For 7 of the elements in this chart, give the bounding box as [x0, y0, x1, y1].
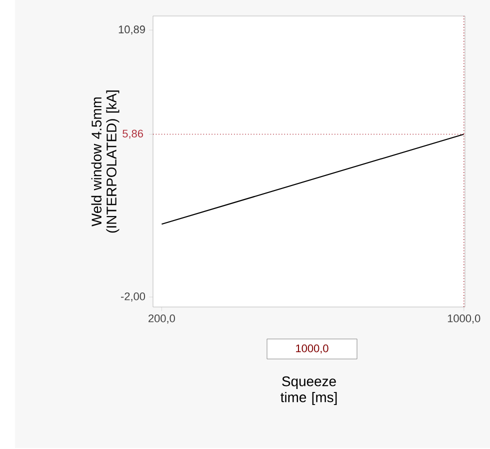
- x-tick-label: 200,0: [148, 314, 175, 324]
- ref-line-label: 5,86: [122, 130, 143, 139]
- y-axis-title: Weld window 4.5mm (INTERPOLATED) [kA]: [91, 90, 120, 233]
- y-tick-label: 10,89: [118, 26, 145, 35]
- x-axis-title: Squeeze time [ms]: [280, 376, 337, 405]
- text: 1000,0: [296, 344, 328, 354]
- y-tick-label: -2,00: [120, 292, 146, 302]
